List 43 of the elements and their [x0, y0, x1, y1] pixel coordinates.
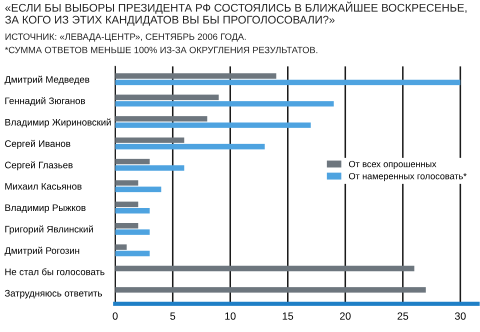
y-tick-label: Владимир Рыжков [5, 204, 86, 213]
y-tick-label: Дмитрий Рогозин [4, 246, 80, 256]
bar [115, 222, 138, 228]
bar [115, 73, 276, 79]
legend-label: От всех опрошенных [348, 160, 436, 170]
bar [115, 229, 150, 235]
bar [115, 180, 138, 186]
bar [115, 244, 127, 250]
bar [115, 144, 265, 150]
x-tick-label: 30 [454, 312, 466, 320]
x-tick-label: 15 [282, 312, 294, 320]
bar [115, 80, 460, 86]
legend-label: От намеренных голосовать* [348, 172, 467, 182]
bar [115, 137, 184, 143]
bar [115, 287, 426, 293]
bar [115, 122, 311, 128]
y-tick-label: Затрудняюсь ответить [4, 290, 102, 298]
bar [115, 158, 150, 164]
y-tick-label: Не стал бы голосовать [5, 268, 104, 276]
x-tick-label: 5 [170, 312, 176, 320]
bar [115, 186, 162, 192]
x-tick-label: 10 [225, 312, 236, 320]
text: ИСТОЧНИК: «ЛЕВАДА-ЦЕНТР», СЕНТЯБРЬ 2006 ГОДА. [6, 33, 246, 42]
bar [115, 94, 219, 100]
bar [115, 250, 150, 256]
y-tick-label: Сергей Глазьев [5, 161, 73, 170]
bar [115, 266, 414, 272]
bar [115, 202, 138, 208]
bar [115, 116, 208, 122]
x-tick-label: 25 [398, 312, 408, 320]
bar [115, 101, 334, 107]
bar [115, 208, 150, 214]
bar [115, 165, 184, 171]
y-tick-label: Сергей Иванов [5, 140, 70, 149]
y-tick-label: Геннадий Зюганов [5, 97, 85, 106]
y-tick-label: Владимир Жириновский [5, 118, 111, 128]
y-tick-label: Дмитрий Медведев [4, 76, 90, 85]
x-tick-label: 0 [112, 312, 118, 320]
text: *СУММА ОТВЕТОВ МЕНЬШЕ 100% ИЗ-ЗА ОКРУГЛЕНИЯ РЕЗУЛЬТАТОВ. [4, 46, 318, 54]
y-tick-label: Григорий Явлинский [5, 225, 93, 234]
x-tick-label: 20 [340, 312, 351, 320]
y-tick-label: Михаил Касьянов [5, 183, 82, 190]
chart-title: «ЕСЛИ БЫ ВЫБОРЫ ПРЕЗИДЕНТА РФ СОСТОЯЛИСЬ В БЛИЖАЙШЕЕ ВОСКРЕСЕНЬЕ, ЗА КОГО ИЗ ЭТИХ КАНДИДАТОВ ВЫ БЫ ПРОГОЛОСОВАЛИ?» [5, 2, 466, 26]
